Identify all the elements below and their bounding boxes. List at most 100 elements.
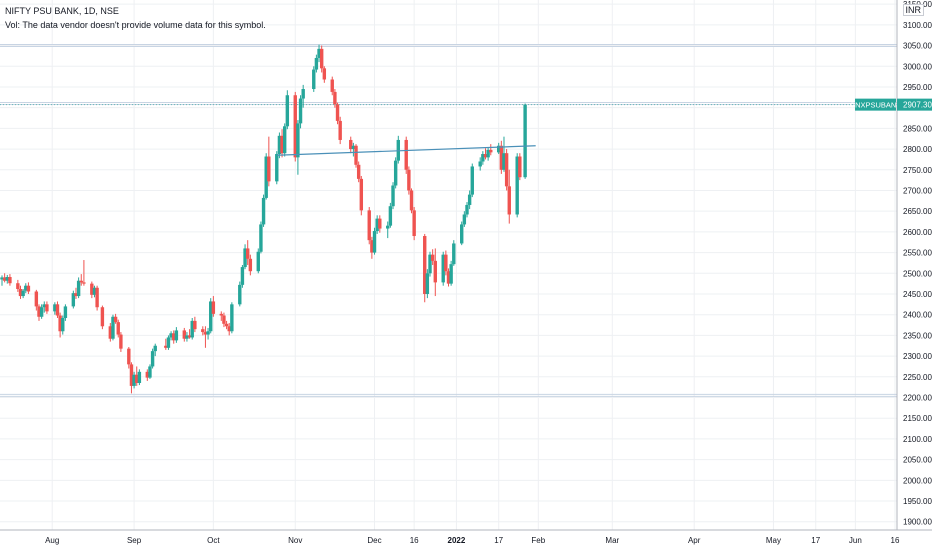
candle-body [470, 166, 474, 195]
y-tick-label: 3050.00 [903, 42, 932, 51]
candle-body [452, 243, 456, 265]
y-tick-label: 2200.00 [903, 394, 932, 403]
candle-body [412, 210, 416, 237]
candle-body [465, 204, 469, 215]
candle-body [92, 287, 97, 295]
y-tick-label: 1950.00 [903, 497, 932, 506]
candle-body [338, 120, 342, 140]
currency-badge[interactable]: INR [902, 4, 924, 16]
candle-body [280, 135, 284, 154]
candle-body [378, 218, 382, 229]
candle-body [222, 315, 226, 324]
candle-body [449, 264, 453, 284]
candle-body [148, 366, 152, 378]
candle-body [166, 337, 171, 348]
y-tick-label: 2700.00 [903, 186, 932, 195]
candle-body [169, 333, 173, 338]
candle-body [174, 330, 179, 341]
y-tick-label: 2000.00 [903, 476, 932, 485]
candle-body [367, 210, 371, 241]
y-tick-label: 2250.00 [903, 373, 932, 382]
y-tick-label: 3100.00 [903, 21, 932, 30]
candle-body [21, 290, 25, 297]
candle-body [18, 289, 23, 297]
y-tick-label: 2500.00 [903, 269, 932, 278]
x-tick-label: Dec [367, 536, 381, 545]
candle-body [478, 161, 482, 167]
candle-body [24, 285, 28, 291]
candle-body [16, 283, 20, 290]
candle-body [277, 135, 282, 155]
candle-body [39, 307, 44, 317]
x-tick-label: Oct [207, 536, 220, 545]
candle-body [423, 236, 427, 294]
candle-body [267, 156, 271, 182]
candle-body [74, 293, 78, 297]
candle-body [433, 260, 437, 283]
candle-body [409, 190, 414, 211]
candle-body [298, 98, 303, 124]
candle-body [370, 240, 374, 253]
x-tick-label: Apr [688, 536, 701, 545]
candle-body [356, 164, 361, 179]
trendline [276, 145, 536, 156]
x-tick-label: 17 [811, 536, 820, 545]
candle-body [425, 273, 430, 294]
y-tick-label: 2600.00 [903, 228, 932, 237]
candle-body [496, 145, 501, 153]
candle-body [71, 293, 76, 307]
candle-body [523, 104, 527, 178]
candle-body [135, 374, 139, 384]
x-tick-label: 16 [891, 536, 900, 545]
candle-body [462, 214, 467, 225]
candle-body [63, 306, 68, 318]
candle-body [246, 248, 250, 259]
candle-body [55, 304, 60, 316]
candle-body [259, 224, 263, 252]
volume-note: Vol: The data vendor doesn't provide vol… [5, 20, 266, 30]
candle-body [145, 371, 150, 378]
candle-body [301, 89, 305, 99]
y-tick-label: 2850.00 [903, 124, 932, 133]
y-tick-label: 2050.00 [903, 456, 932, 465]
candle-body [441, 254, 445, 283]
candle-body [515, 156, 519, 215]
candle-body [201, 329, 205, 333]
candle-body [293, 95, 297, 158]
candle-body [150, 351, 155, 367]
candle-body [111, 316, 115, 339]
candle-body [261, 197, 266, 225]
symbol-title[interactable]: NIFTY PSU BANK, 1D, NSE [5, 6, 119, 16]
candle-body [219, 313, 223, 316]
x-tick-label: May [766, 536, 781, 545]
candle-body [335, 104, 340, 121]
candle-body [296, 123, 300, 158]
candle-body [502, 153, 506, 170]
candle-body [182, 330, 186, 339]
y-tick-label: 2650.00 [903, 207, 932, 216]
candle-body [211, 301, 216, 314]
candle-body [172, 333, 176, 341]
candle-body [100, 307, 105, 327]
y-tick-label: 2750.00 [903, 166, 932, 175]
candle-body [90, 283, 94, 295]
y-tick-label: 2450.00 [903, 290, 932, 299]
candle-body [444, 254, 448, 272]
candle-body [209, 301, 213, 332]
candle-body [79, 280, 83, 283]
candle-body [185, 335, 189, 339]
candle-body [193, 320, 197, 330]
candle-body [206, 331, 210, 335]
candle-body [312, 69, 316, 90]
candle-body [190, 320, 194, 338]
y-tick-label: 2950.00 [903, 83, 932, 92]
candle-body [285, 95, 290, 127]
candle-body [489, 149, 493, 153]
candle-body [119, 334, 123, 349]
candle-body [187, 335, 192, 338]
chart-legend: NIFTY PSU BANK, 1D, NSE Vol: The data ve… [5, 4, 266, 32]
candle-body [317, 48, 321, 58]
candle-body [129, 364, 134, 386]
